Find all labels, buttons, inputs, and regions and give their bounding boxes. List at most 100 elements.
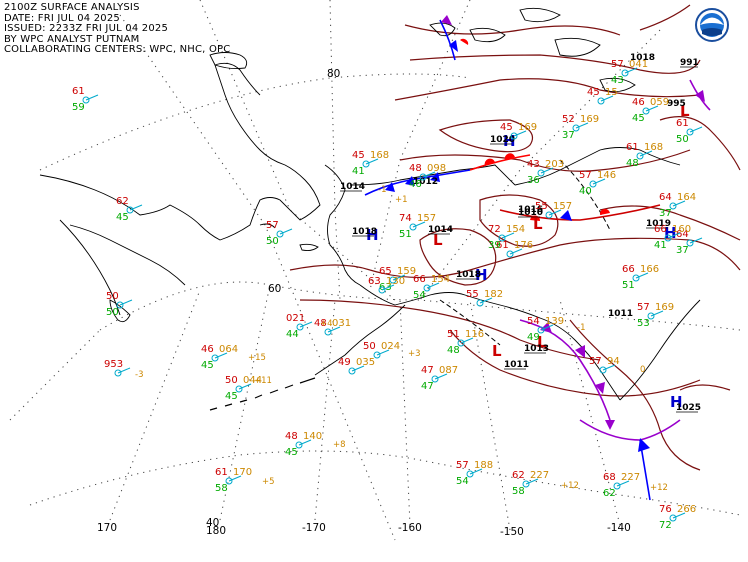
station-circle bbox=[476, 299, 484, 307]
station-temperature: 50 bbox=[363, 341, 376, 352]
station-circle bbox=[373, 351, 381, 359]
wind-barb bbox=[412, 221, 426, 228]
station-pressure: 266 bbox=[677, 504, 696, 515]
station-temperature: 76 bbox=[659, 504, 672, 515]
station-plot: 57 188 54 bbox=[456, 460, 493, 487]
noaa-logo bbox=[695, 8, 729, 42]
wind-barb bbox=[426, 282, 440, 289]
station-pressure: 157 bbox=[553, 201, 572, 212]
station-temperature: 47 bbox=[421, 365, 434, 376]
station-circle bbox=[545, 211, 553, 219]
station-pressure: 169 bbox=[518, 122, 537, 133]
station-temperature: 66 bbox=[413, 274, 426, 285]
station-temperature: 61 bbox=[496, 240, 509, 251]
low-center: L bbox=[433, 231, 443, 249]
station-temperature: 57 bbox=[579, 170, 592, 181]
station-temperature: 48 bbox=[314, 318, 327, 329]
station-temperature: 48 bbox=[409, 163, 422, 174]
station-temperature: 49 bbox=[338, 357, 351, 368]
isobar-label: 1011 bbox=[608, 309, 633, 319]
station-dewpoint: 51 bbox=[399, 229, 412, 240]
low-center: L bbox=[533, 215, 543, 233]
wind-barb bbox=[667, 232, 681, 239]
station-pressure: 024 bbox=[381, 341, 400, 352]
tendency-value: 0 bbox=[640, 365, 645, 375]
station-temperature: 57 bbox=[456, 460, 469, 471]
station-dewpoint: 45 bbox=[225, 391, 238, 402]
lat-label-80: 80 bbox=[327, 68, 340, 80]
station-circle bbox=[572, 124, 580, 132]
station-plot: 50 024 bbox=[363, 341, 400, 359]
station-dewpoint: 45 bbox=[116, 212, 129, 223]
station-dewpoint: 50 bbox=[266, 236, 279, 247]
station-circle bbox=[235, 385, 243, 393]
station-temperature: 57 bbox=[266, 220, 279, 231]
high-center: H bbox=[670, 393, 683, 411]
station-circle bbox=[116, 301, 124, 309]
station-pressure: 164 bbox=[677, 192, 696, 203]
station-temperature: 021 bbox=[286, 313, 305, 324]
tendency-value: -1 bbox=[577, 323, 585, 333]
station-plot: 66 166 51 bbox=[622, 264, 659, 291]
station-temperature: 61 bbox=[215, 467, 228, 478]
station-pressure: 168 bbox=[370, 150, 389, 161]
station-pressure: 116 bbox=[465, 329, 484, 340]
station-temperature: 46 bbox=[201, 344, 214, 355]
station-pressure: 154 bbox=[431, 274, 450, 285]
station-pressure: 203 bbox=[545, 159, 564, 170]
occluded-front bbox=[519, 319, 611, 421]
wind-barb bbox=[592, 178, 606, 185]
station-temperature: 61 bbox=[626, 142, 639, 153]
low-center-value: 1010 bbox=[518, 208, 543, 218]
station-dewpoint: 50 bbox=[106, 307, 119, 318]
tendencies: +15 -3 +8 +5 +12 +12 +11 +3 -1 +4 -1 +1 … bbox=[135, 185, 668, 493]
high-center-value: 1025 bbox=[676, 403, 701, 413]
front-symbols bbox=[385, 15, 705, 452]
low-center-value: 1013 bbox=[524, 344, 549, 354]
station-pressure: 031 bbox=[332, 318, 351, 329]
tendency-value: +3 bbox=[408, 349, 421, 359]
station-pressure: 041 bbox=[629, 59, 648, 70]
station-plot: 46 064 45 bbox=[201, 344, 238, 371]
wind-barb bbox=[392, 274, 406, 281]
station-plot: 54 139 49 bbox=[527, 316, 564, 343]
station-temperature: 55 bbox=[466, 289, 479, 300]
header-title: 2100Z SURFACE ANALYSIS bbox=[4, 2, 140, 13]
station-dewpoint: 62 bbox=[603, 488, 616, 499]
station-circle bbox=[419, 173, 427, 181]
station-circle bbox=[537, 326, 545, 334]
station-plot: 48 098 46 bbox=[409, 163, 446, 190]
station-plot: 61 176 bbox=[496, 240, 533, 258]
station-dewpoint: 48 bbox=[626, 158, 639, 169]
coastlines bbox=[39, 7, 701, 411]
cold-front bbox=[439, 19, 456, 61]
station-plot: 57 169 53 bbox=[637, 302, 674, 329]
tendency-value: +15 bbox=[248, 353, 266, 363]
station-pressure: 139 bbox=[545, 316, 564, 327]
station-pressure: 169 bbox=[580, 114, 599, 125]
station-plot: 51 116 48 bbox=[447, 329, 484, 356]
isobar-labels: 1014 1012 1018 1016 1011 bbox=[340, 53, 655, 319]
high-center: H bbox=[503, 132, 516, 150]
station-dewpoint: 50 bbox=[676, 134, 689, 145]
station-temperature: 45 bbox=[500, 122, 513, 133]
wind-barb bbox=[540, 167, 554, 174]
station-plot: 62 227 58 bbox=[512, 470, 549, 497]
station-circle bbox=[621, 69, 629, 77]
wind-barb bbox=[460, 337, 474, 344]
warm-front bbox=[469, 154, 531, 171]
station-pressure: 227 bbox=[530, 470, 549, 481]
wind-barb bbox=[434, 373, 448, 380]
high-center: H bbox=[475, 266, 488, 284]
tendency-value: +5 bbox=[262, 477, 275, 487]
station-circle bbox=[632, 274, 640, 282]
occluded-front bbox=[579, 419, 681, 441]
wind-barb bbox=[298, 439, 312, 446]
station-pressure: 087 bbox=[439, 365, 458, 376]
tendency-value: +12 bbox=[561, 481, 579, 491]
station-circle bbox=[669, 202, 677, 210]
station-temperature: 55 bbox=[535, 201, 548, 212]
station-dewpoint: 37 bbox=[676, 245, 689, 256]
